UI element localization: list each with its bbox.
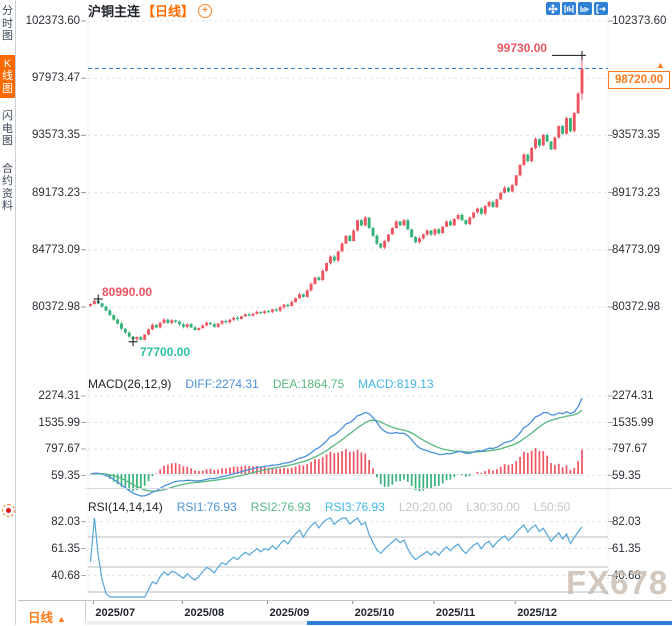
sidebar-item-contract-info[interactable]: 合约资料 (2, 162, 13, 213)
chart-toolbar (544, 2, 608, 15)
l50-value: L50:50 (533, 500, 571, 514)
y-axis-label: 89173.23 (612, 186, 660, 199)
rsi2-value: RSI2:76.93 (250, 500, 311, 514)
y-axis-label: 80372.98 (32, 300, 80, 313)
axis-scale-icon[interactable] (562, 2, 576, 15)
y-axis-label: 97973.47 (32, 72, 80, 85)
l30-value: L30:30.00 (466, 500, 520, 514)
price-up-arrow-icon: ▲ (656, 60, 665, 70)
l20-value: L20:20.00 (398, 500, 453, 514)
sidebar: 分时图 K线图闪电图合约资料 (0, 2, 15, 225)
sidebar-item-lightning-chart[interactable]: 闪电图 (2, 110, 13, 147)
macd-axis-label: 59.35 (612, 469, 641, 482)
jump-to-latest-icon[interactable] (594, 2, 608, 15)
live-indicator-icon (2, 504, 15, 517)
y-axis-label: 84773.09 (32, 243, 80, 256)
y-axis-label: 102373.60 (25, 15, 80, 27)
period-up-arrow-icon: ▲ (57, 614, 66, 624)
y-axis-label: 84773.09 (612, 243, 660, 256)
macd-legend: MACD(26,12,9) DIFF:2274.31 DEA:1864.75 M… (88, 377, 448, 393)
y-axis-label: 93573.35 (612, 129, 660, 142)
x-axis-label: 2025/11 (435, 607, 476, 619)
macd-axis-label: 1535.99 (612, 416, 654, 429)
y-axis-label: 89173.23 (32, 186, 80, 199)
y-axis-label: 93573.35 (32, 129, 80, 142)
footer-divider (85, 600, 86, 625)
period-tag: 【日线】 (142, 4, 195, 19)
x-axis-label: 2025/10 (354, 607, 395, 619)
sidebar-item-time-chart[interactable]: 分时图 (2, 5, 13, 42)
period-selector-button[interactable]: 日线 ▲ (28, 607, 66, 626)
add-indicator-icon[interactable]: + (198, 3, 213, 18)
x-axis-label: 2025/08 (184, 607, 225, 619)
rsi-axis-label: 40.68 (612, 569, 641, 582)
y-axis-label: 80372.98 (612, 300, 660, 313)
x-axis-label: 2025/12 (517, 607, 557, 619)
rsi-axis-label: 61.35 (51, 542, 80, 555)
macd-axis-label: 2274.31 (38, 390, 80, 402)
current-price-box: 98720.00 (608, 71, 670, 89)
rsi-axis-label: 40.68 (51, 569, 80, 582)
x-axis-label: 2025/09 (269, 607, 310, 619)
page-title: 沪铜主连 (88, 4, 141, 19)
x-axis-label: 2025/07 (95, 607, 136, 619)
local-high-price-label: 80990.00 (102, 285, 153, 299)
rsi3-value: RSI3:76.93 (324, 500, 385, 514)
macd-dea-value: DEA:1864.75 (272, 377, 345, 391)
local-low-price-label: 77700.00 (140, 345, 191, 359)
macd-axis-label: 797.67 (612, 443, 648, 455)
panel-divider (85, 488, 672, 489)
y-axis-label: 102373.60 (612, 15, 667, 27)
macd-diff-value: DIFF:2274.31 (185, 377, 259, 391)
rsi-legend: RSI(14,14,14) RSI1:76.93 RSI2:76.93 RSI3… (88, 500, 584, 516)
rsi-axis-label: 82.03 (51, 515, 80, 528)
macd-axis-label: 2274.31 (612, 390, 654, 402)
high-price-label: 99730.00 (497, 41, 548, 55)
horizontal-scrollbar[interactable] (85, 621, 672, 625)
macd-name: MACD(26,12,9) (88, 377, 172, 391)
period-selector-label: 日线 (28, 611, 54, 625)
x-axis-line (18, 600, 672, 601)
sidebar-divider (15, 0, 16, 625)
chart-header: 沪铜主连 【日线】 + (88, 3, 213, 19)
rsi-axis-label: 82.03 (612, 515, 641, 528)
rsi-name: RSI(14,14,14) (88, 500, 163, 514)
macd-axis-label: 59.35 (51, 469, 80, 482)
macd-macd-value: MACD:819.13 (358, 377, 434, 391)
pan-tool-icon[interactable] (546, 2, 560, 15)
rsi1-value: RSI1:76.93 (176, 500, 237, 514)
play-forward-icon[interactable] (578, 2, 592, 15)
sidebar-item-kline-chart[interactable]: K线图 (0, 54, 15, 98)
macd-axis-label: 1535.99 (38, 416, 80, 429)
rsi-axis-label: 61.35 (612, 542, 641, 555)
scrollbar-thumb[interactable] (307, 621, 672, 625)
macd-axis-label: 797.67 (44, 443, 80, 455)
watermark: FX678 (566, 564, 669, 601)
